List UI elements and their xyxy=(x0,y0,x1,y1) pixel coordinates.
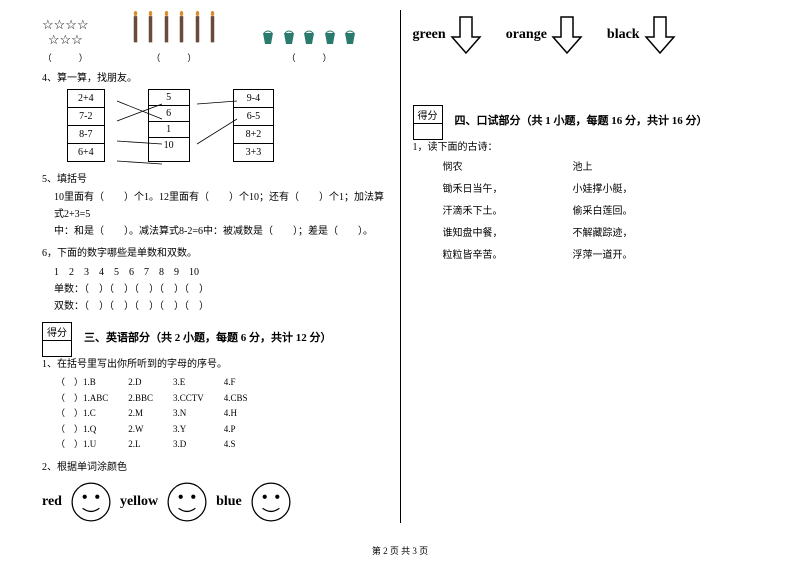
english-q2: 2、根据单词涂颜色 xyxy=(42,458,388,473)
candle-icon xyxy=(209,10,216,45)
right-column: green orange black 得分 四、口试部分（共 1 小题，每题 1… xyxy=(401,10,771,523)
down-arrow-icon xyxy=(551,15,583,55)
candle-icon xyxy=(132,10,139,45)
table-row: （ ）1.U2.L3.D4.S xyxy=(56,438,266,452)
color-red-label: red xyxy=(42,494,62,510)
bucket-icon xyxy=(282,29,296,45)
candle-icon xyxy=(147,10,154,45)
candles-icon xyxy=(129,10,220,48)
match-cell: 5 xyxy=(149,90,189,106)
english-q1: 1、在括号里写出你所听到的字母的序号。 xyxy=(42,355,388,370)
page: ☆☆☆☆☆☆☆ （ ） （ ） xyxy=(0,0,800,523)
buckets-blank: （ ） xyxy=(259,51,359,64)
poem-line: 锄禾日当午，小娃撑小艇， xyxy=(443,179,759,201)
match-lines-icon xyxy=(67,89,327,179)
match-cell: 3+3 xyxy=(234,144,274,161)
candle-icon xyxy=(194,10,201,45)
color-blue-label: blue xyxy=(216,494,242,510)
green-label: green xyxy=(413,27,446,43)
score-label: 得分 xyxy=(43,323,72,341)
table-row: （ ）1.B2.D3.E4.F xyxy=(56,376,266,390)
digits-row: 1 2 3 4 5 6 7 8 9 10 xyxy=(54,263,388,278)
section-3-title: 三、英语部分（共 2 小题，每题 6 分，共计 12 分） xyxy=(84,329,388,345)
poem-line: 粒粒皆辛苦。浮萍一道开。 xyxy=(443,245,759,267)
table-row: （ ）1.Q2.W3.Y4.P xyxy=(56,423,266,437)
poem-body: 悯农池上 锄禾日当午，小娃撑小艇， 汗滴禾下土。偷采白莲回。 谁知盘中餐，不解藏… xyxy=(443,157,759,267)
match-cell: 8-7 xyxy=(68,126,104,144)
odd-row: 单数：（ ）（ ）（ ）（ ）（ ） xyxy=(54,280,388,295)
score-label: 得分 xyxy=(413,106,442,124)
bucket-icon xyxy=(343,29,357,45)
candle-icon xyxy=(163,10,170,45)
match-cell: 1 xyxy=(149,122,189,138)
match-cell: 6+4 xyxy=(68,144,104,161)
black-label: black xyxy=(607,27,640,43)
match-cell: 9-4 xyxy=(234,90,274,108)
match-cell: 6-5 xyxy=(234,108,274,126)
poem-titles: 悯农池上 xyxy=(443,157,759,179)
counting-icons-row: ☆☆☆☆☆☆☆ （ ） （ ） xyxy=(42,10,388,64)
smiley-face-icon xyxy=(166,481,208,523)
poem-line: 汗滴禾下土。偷采白莲回。 xyxy=(443,201,759,223)
candle-icon xyxy=(178,10,185,45)
stars-group: ☆☆☆☆☆☆☆ （ ） xyxy=(42,17,89,64)
down-arrow-icon xyxy=(450,15,482,55)
match-left-box: 2+4 7-2 8-7 6+4 xyxy=(67,89,105,162)
down-arrow-icon xyxy=(644,15,676,55)
english-table: （ ）1.B2.D3.E4.F （ ）1.ABC2.BBC3.CCTV4.CBS… xyxy=(54,374,268,454)
stars-blank: （ ） xyxy=(42,51,89,64)
bucket-icon xyxy=(302,29,316,45)
smiley-face-icon xyxy=(70,481,112,523)
match-cell: 7-2 xyxy=(68,108,104,126)
match-mid-box: 5 6 1 10 xyxy=(148,89,190,162)
color-yellow-label: yellow xyxy=(120,494,158,510)
buckets-group: （ ） xyxy=(259,29,359,64)
candles-group: （ ） xyxy=(129,10,220,64)
question-5-text2: 中：和是（ ）。减法算式8-2=6中：被减数是（ ）；差是（ ）。 xyxy=(54,223,388,240)
stars-icon: ☆☆☆☆☆☆☆ xyxy=(42,17,89,48)
match-cell: 8+2 xyxy=(234,126,274,144)
page-footer: 第 2 页 共 3 页 xyxy=(0,544,800,557)
arrow-row: green orange black xyxy=(413,15,759,55)
bucket-icon xyxy=(261,29,275,45)
color-faces-row: red yellow blue xyxy=(42,481,388,523)
table-row: （ ）1.ABC2.BBC3.CCTV4.CBS xyxy=(56,392,266,406)
question-4: 4、算一算，找朋友。 xyxy=(42,69,388,84)
match-cell: 10 xyxy=(149,138,189,153)
match-cell: 2+4 xyxy=(68,90,104,108)
question-5: 5、填括号 xyxy=(42,170,388,185)
match-cell: 6 xyxy=(149,106,189,122)
match-right-box: 9-4 6-5 8+2 3+3 xyxy=(233,89,275,162)
smiley-face-icon xyxy=(250,481,292,523)
buckets-icon xyxy=(259,29,359,48)
poem-question: 1，读下面的古诗： xyxy=(413,138,759,153)
table-row: （ ）1.C2.M3.N4.H xyxy=(56,407,266,421)
question-5-text1: 10里面有（ ）个1。12里面有（ ）个10；还有（ ）个1；加法算式2+3=5 xyxy=(54,189,388,223)
section-4-title: 四、口试部分（共 1 小题，每题 16 分，共计 16 分） xyxy=(455,112,759,128)
match-diagram: 2+4 7-2 8-7 6+4 5 6 1 10 9-4 6-5 8+2 3+3 xyxy=(67,89,388,162)
orange-label: orange xyxy=(506,27,547,43)
even-row: 双数：（ ）（ ）（ ）（ ）（ ） xyxy=(54,297,388,312)
question-6: 6，下面的数字哪些是单数和双数。 xyxy=(42,244,388,259)
bucket-icon xyxy=(323,29,337,45)
candles-blank: （ ） xyxy=(129,51,220,64)
left-column: ☆☆☆☆☆☆☆ （ ） （ ） xyxy=(30,10,401,523)
poem-line: 谁知盘中餐，不解藏踪迹， xyxy=(443,223,759,245)
